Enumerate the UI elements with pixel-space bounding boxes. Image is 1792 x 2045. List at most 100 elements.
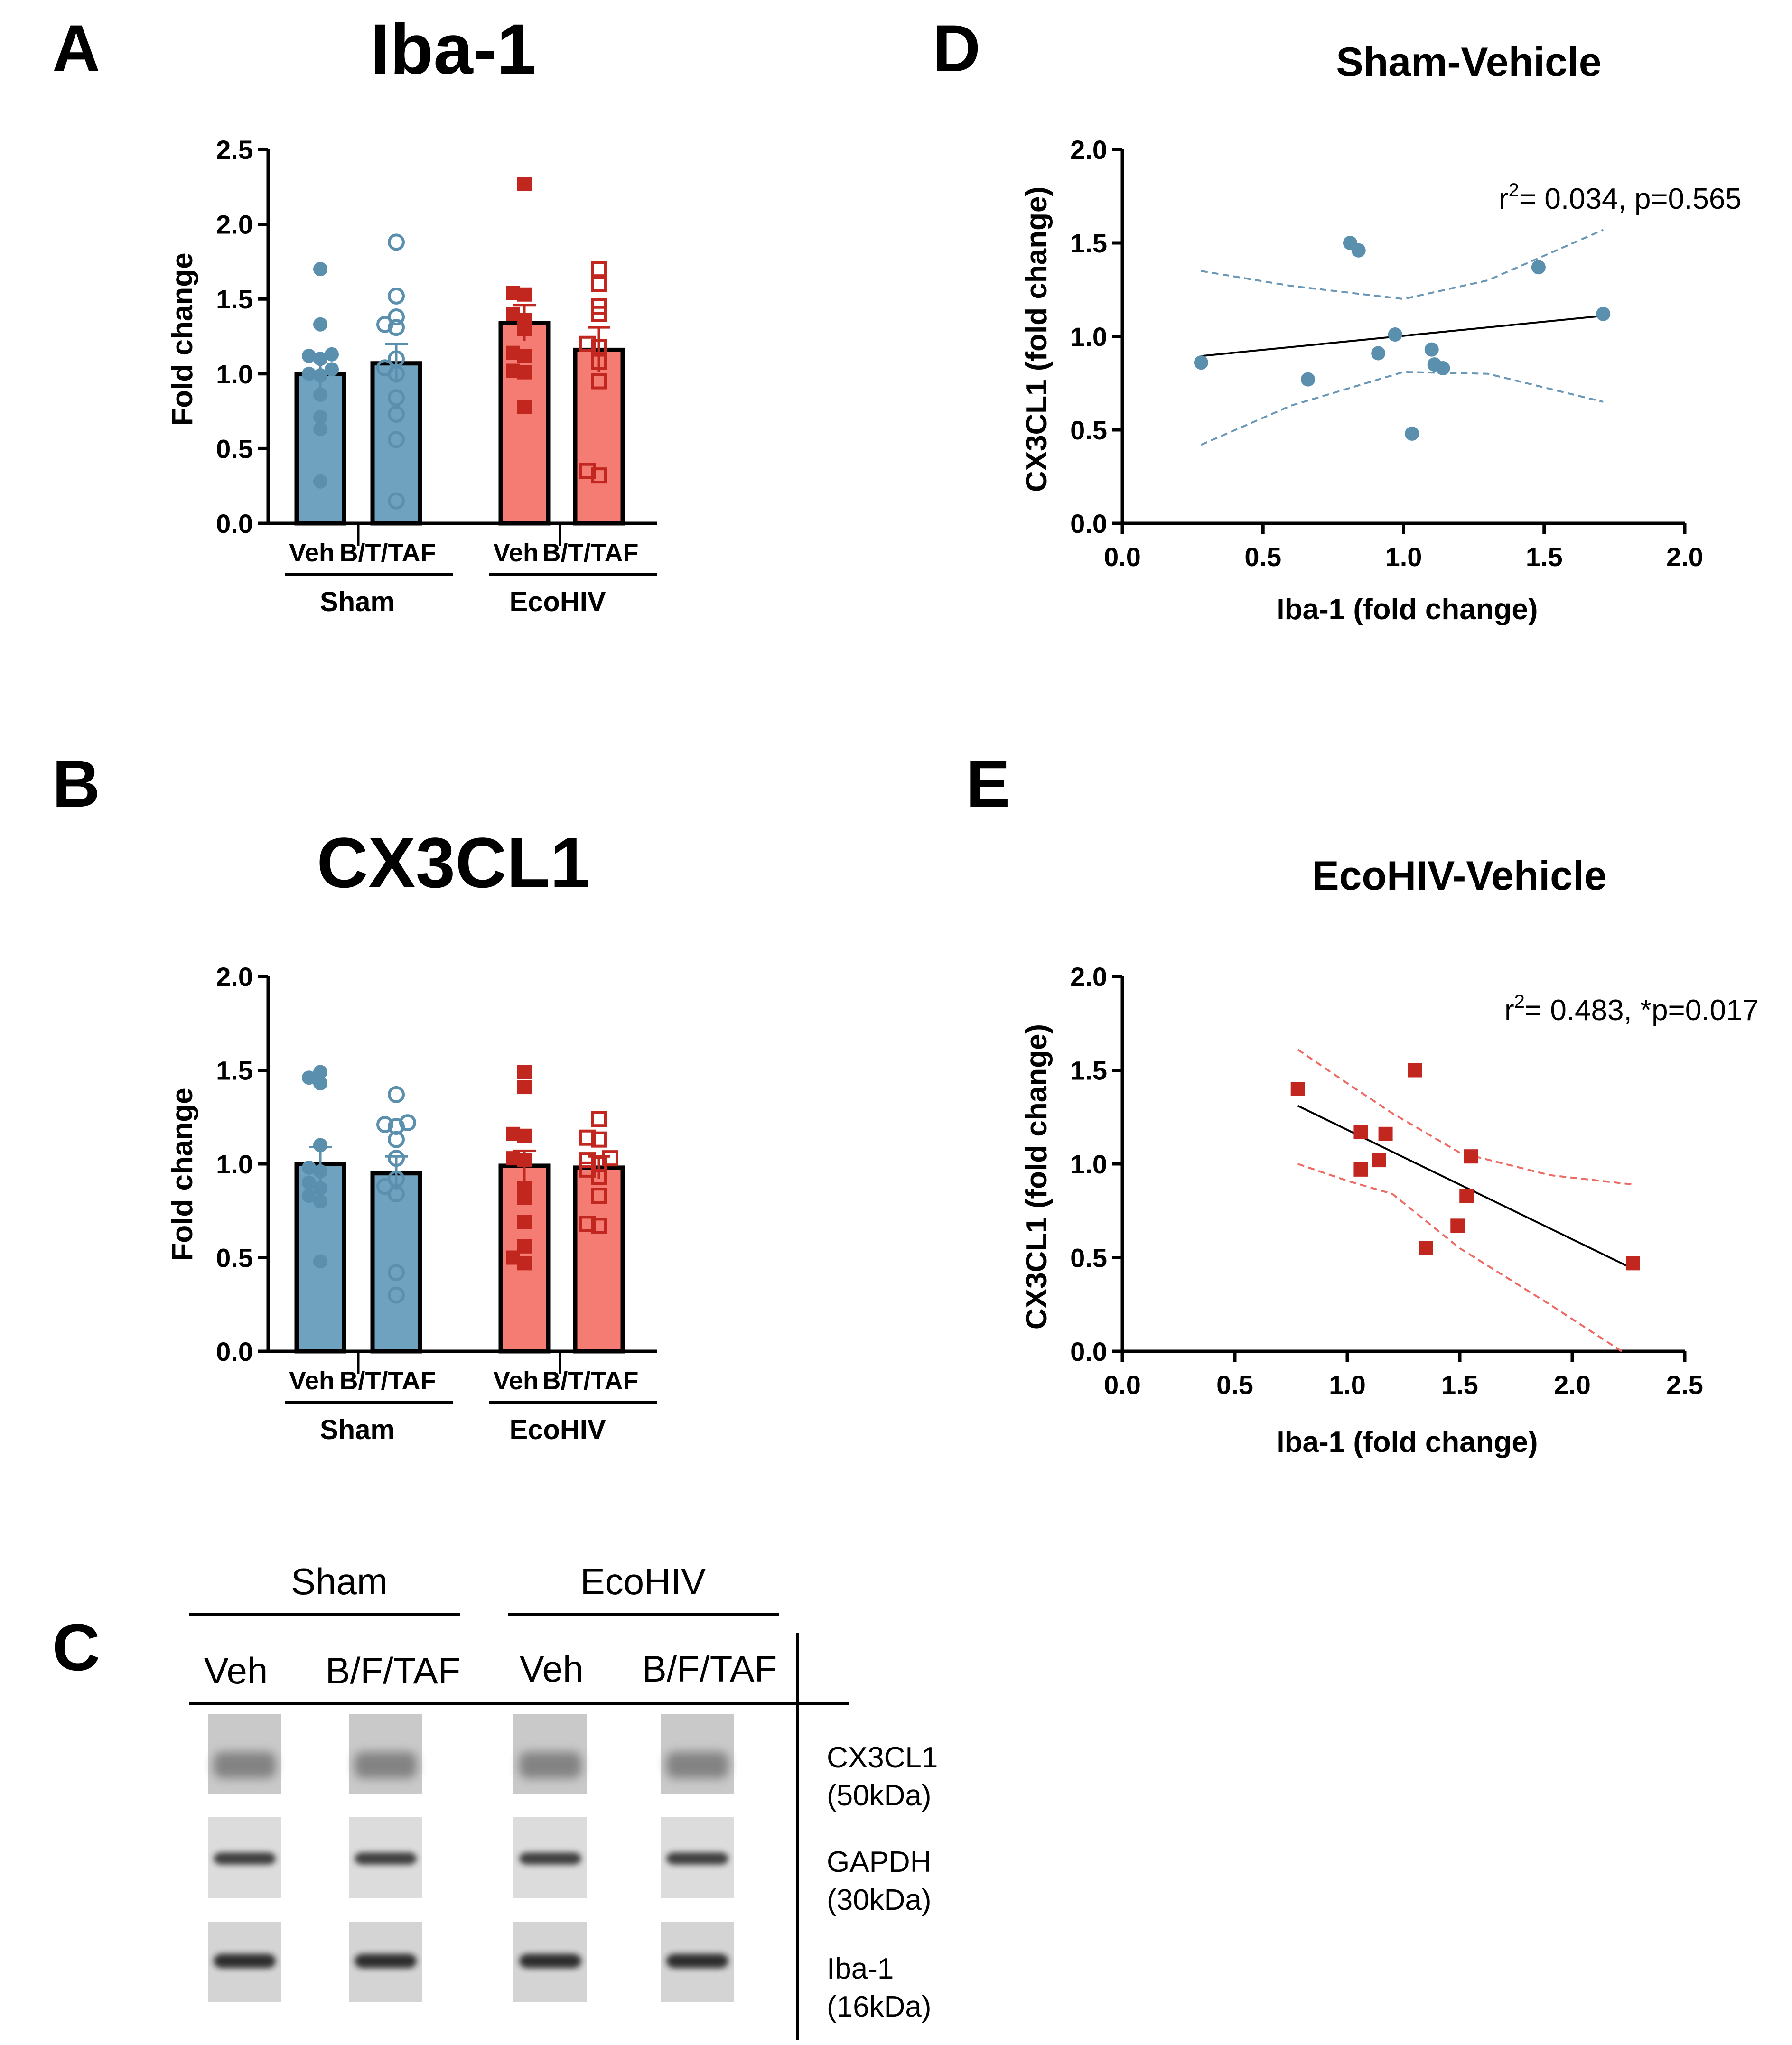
group-label: EcoHIV <box>509 586 606 617</box>
data-point <box>1194 355 1208 370</box>
blot-row-name-gapdh: GAPDH <box>827 1846 931 1878</box>
data-point <box>388 287 405 305</box>
panel-e-ylabel: CX3CL1 (fold change) <box>1020 1024 1053 1329</box>
data-point <box>388 1264 405 1282</box>
panel-label-a: A <box>52 11 100 85</box>
data-point <box>313 422 327 437</box>
data-point <box>1301 372 1316 387</box>
data-point <box>388 308 405 326</box>
panel-e-annotation-stats: = 0.483, *p=0.017 <box>1525 994 1759 1027</box>
data-point <box>388 319 405 336</box>
data-point <box>313 352 327 366</box>
data-point <box>376 1178 393 1195</box>
blot-band <box>355 1954 417 1968</box>
panel-e-annotation-r: r <box>1504 994 1514 1027</box>
y-tick-label: 1.0 <box>216 359 253 389</box>
x-tick-label: 0.0 <box>1104 542 1141 572</box>
bar <box>370 361 422 526</box>
data-point <box>313 1254 327 1269</box>
blot-group-ecohiv: EcoHIV <box>580 1561 706 1602</box>
data-point <box>302 348 316 363</box>
blot-band <box>519 1954 581 1968</box>
panel-d-ylabel: CX3CL1 (fold change) <box>1020 186 1053 492</box>
data-point <box>1464 1149 1478 1164</box>
group-label: EcoHIV <box>509 1414 606 1445</box>
data-point <box>517 1190 532 1205</box>
data-point <box>302 1189 316 1203</box>
y-tick-label: 0.5 <box>1070 1243 1107 1273</box>
data-point <box>376 316 393 333</box>
x-tick-label: 2.0 <box>1554 1370 1591 1400</box>
data-point <box>1405 426 1419 441</box>
blot-group-sham: Sham <box>291 1561 388 1602</box>
blot-bands <box>208 1714 734 2002</box>
panel-a-iba1-bar-chart: Iba-1 Fold change 0.0 0.5 1.0 1.5 2.0 2.5 Veh… <box>166 9 657 617</box>
data-point <box>399 1114 416 1132</box>
data-point <box>1424 342 1439 357</box>
category-label: Veh <box>289 1366 335 1395</box>
data-point <box>302 1175 316 1190</box>
data-point <box>388 1286 405 1304</box>
blot-band <box>519 1752 581 1778</box>
data-point <box>1531 260 1546 275</box>
data-point <box>388 492 405 510</box>
data-point <box>591 353 607 370</box>
data-point <box>313 410 327 425</box>
data-point <box>517 1065 532 1079</box>
panel-d-annotation-r: r <box>1499 183 1509 215</box>
panel-e-annotation: r2= 0.483, *p=0.017 <box>1504 991 1759 1027</box>
data-point <box>579 463 596 479</box>
panel-label-d: D <box>933 11 980 85</box>
blot-band <box>214 1752 276 1778</box>
y-tick-label: 1.0 <box>216 1149 253 1179</box>
data-point <box>376 1116 393 1134</box>
data-point <box>388 405 405 423</box>
data-point <box>517 1256 532 1271</box>
y-tick-label: 2.0 <box>1070 962 1107 992</box>
blot-row-name-cx3cl1: CX3CL1 <box>827 1741 938 1774</box>
data-point <box>1351 243 1366 258</box>
x-tick-label: 1.5 <box>1441 1370 1478 1400</box>
category-label: B/T/TAF <box>340 1366 436 1395</box>
panel-label-e: E <box>966 746 1010 821</box>
data-point <box>517 400 532 414</box>
blot-row-size-cx3cl1: (50kDa) <box>827 1779 932 1812</box>
panel-label-b: B <box>52 746 100 821</box>
data-point <box>591 276 607 292</box>
data-point <box>579 335 596 352</box>
blot-band <box>666 1752 728 1778</box>
data-point <box>579 1216 596 1232</box>
panel-d-annotation: r2= 0.034, p=0.565 <box>1499 180 1742 215</box>
confidence-band-upper <box>1201 229 1604 300</box>
y-tick-label: 0.0 <box>1070 509 1107 539</box>
confidence-band-upper <box>1297 1049 1633 1186</box>
data-point <box>1419 1241 1433 1255</box>
data-point <box>517 322 532 336</box>
data-point <box>591 1188 607 1204</box>
data-point <box>388 1150 405 1167</box>
data-point <box>325 347 339 362</box>
category-label: Veh <box>493 1366 539 1395</box>
data-point <box>591 1169 607 1185</box>
data-point <box>591 261 607 278</box>
regression-line <box>1297 1105 1633 1270</box>
data-point <box>313 1164 327 1179</box>
blot-lane-label-2: B/F/TAF <box>326 1650 461 1692</box>
category-label: B/T/TAF <box>340 539 436 567</box>
panel-d-sham-vehicle-scatter: Sham-Vehicle CX3CL1 (fold change) Iba-1 … <box>1020 39 1742 626</box>
data-point <box>591 1131 607 1148</box>
panel-d-plot <box>1194 229 1611 446</box>
y-tick-label: 1.5 <box>216 1056 253 1086</box>
data-point <box>1290 1082 1305 1096</box>
blot-band <box>355 1752 417 1778</box>
data-point <box>1353 1125 1368 1139</box>
data-point <box>388 1086 405 1103</box>
data-point <box>591 373 607 390</box>
data-point <box>517 1128 532 1143</box>
y-tick-label: 1.5 <box>1070 228 1107 258</box>
blot-lane-label-4: B/F/TAF <box>642 1648 777 1690</box>
x-tick-label: 1.0 <box>1385 542 1422 572</box>
category-label: B/T/TAF <box>542 539 639 567</box>
data-point <box>388 431 405 448</box>
